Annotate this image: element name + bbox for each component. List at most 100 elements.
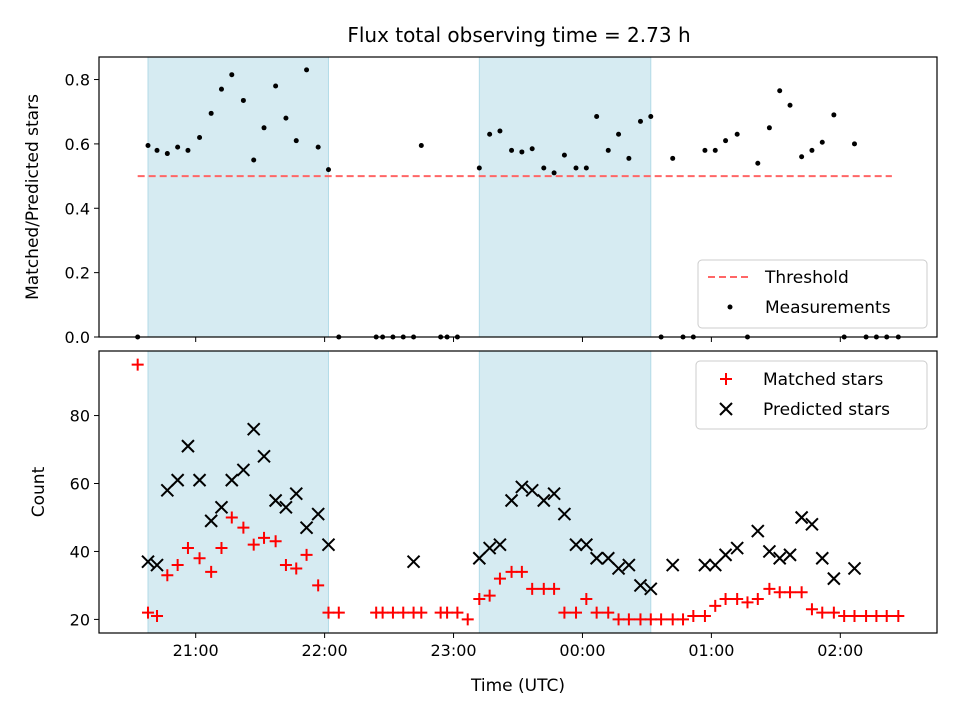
matched-star-point: [848, 610, 861, 623]
ratio-legend-box: [697, 259, 928, 329]
measurement-point: [164, 151, 170, 157]
measurement-point: [529, 146, 535, 152]
x-tick-label: 01:00: [688, 641, 734, 660]
predicted-star-point: [181, 439, 195, 453]
measurement-point: [273, 83, 279, 89]
measurement-point: [851, 141, 857, 147]
matched-star-point: [537, 582, 550, 595]
measurement-point: [723, 138, 729, 144]
predicted-legend-label: Predicted stars: [763, 400, 890, 420]
matched-star-point: [795, 586, 808, 599]
measurement-point: [809, 147, 815, 153]
predicted-star-point: [783, 548, 797, 562]
matched-star-point: [205, 565, 218, 578]
matched-star-point: [622, 613, 635, 626]
measurement-point: [315, 144, 321, 150]
matched-star-point: [784, 586, 797, 599]
predicted-star-point: [150, 558, 164, 572]
matched-star-point: [741, 596, 754, 609]
matched-star-point: [181, 542, 194, 555]
predicted-star-point: [170, 473, 185, 487]
measurement-point: [573, 165, 579, 171]
x-axis-label: Time (UTC): [470, 676, 565, 696]
predicted-star-point: [192, 473, 207, 487]
matched-star-point: [451, 606, 464, 619]
predicted-star-point: [815, 551, 829, 565]
measurement-point: [551, 170, 557, 176]
matched-star-point: [151, 610, 164, 623]
predicted-star-point: [321, 537, 336, 552]
measurements-legend-swatch: [727, 304, 733, 310]
measurement-point: [819, 139, 825, 145]
predicted-star-point: [214, 500, 229, 514]
matched-star-point: [558, 606, 571, 619]
y-tick-label: 0.4: [65, 199, 90, 218]
predicted-star-point: [589, 551, 604, 565]
matched-star-point: [870, 610, 883, 623]
measurement-point: [476, 165, 482, 171]
matched-star-point: [312, 579, 325, 592]
predicted-star-point: [708, 558, 722, 572]
chart-title: Flux total observing time = 2.73 h: [347, 23, 690, 47]
measurements-legend-label: Measurements: [765, 298, 891, 318]
measurement-point: [218, 86, 224, 92]
matched-star-point: [322, 606, 335, 619]
y-tick-label: 80: [70, 407, 90, 426]
measurement-point: [497, 128, 503, 134]
matched-star-point: [880, 610, 893, 623]
predicted-star-point: [299, 520, 314, 535]
x-tick-label: 23:00: [430, 641, 476, 660]
matched-star-point: [141, 606, 154, 619]
matched-star-point: [483, 589, 496, 602]
threshold-legend-label: Threshold: [764, 268, 849, 288]
predicted-star-point: [406, 554, 421, 569]
measurement-point: [637, 118, 643, 124]
measurement-point: [766, 125, 772, 131]
matched-star-point: [838, 610, 851, 623]
x-tick-label: 22:00: [302, 641, 348, 660]
measurement-point: [583, 165, 589, 171]
matched-star-point: [131, 358, 144, 371]
measurement-point: [734, 131, 740, 137]
predicted-star-point: [698, 558, 712, 572]
ratio-panel-frame: [98, 56, 938, 338]
predicted-star-point: [247, 422, 261, 436]
predicted-star-point: [472, 551, 487, 565]
measurement-point: [185, 147, 191, 153]
predicted-star-point: [847, 561, 862, 576]
measurement-point: [626, 155, 632, 161]
predicted-star-point: [601, 551, 615, 565]
matched-star-point: [376, 606, 389, 619]
predicted-legend-swatch: [719, 402, 733, 416]
measurement-point: [251, 157, 257, 163]
matched-star-point: [644, 613, 657, 626]
count-y-axis-label: Count: [29, 466, 49, 517]
measurement-point: [154, 147, 160, 153]
matched-star-point: [666, 613, 679, 626]
matched-legend-swatch: [720, 373, 732, 385]
matched-star-point: [279, 559, 292, 572]
predicted-star-point: [311, 507, 325, 521]
matched-star-point: [602, 606, 615, 619]
matched-star-point: [225, 511, 238, 524]
ratio-shaded-interval: [147, 56, 329, 338]
predicted-star-point: [236, 463, 251, 477]
matched-star-point: [719, 593, 732, 606]
matched-star-point: [237, 521, 250, 534]
predicted-star-point: [579, 537, 594, 552]
matched-star-point: [171, 559, 184, 572]
matched-star-point: [763, 582, 776, 595]
measurement-point: [240, 97, 246, 103]
matched-star-point: [515, 565, 528, 578]
ratio-shaded-interval: [478, 56, 652, 338]
ratio-y-axis-label: Matched/Predicted stars: [23, 94, 43, 300]
predicted-star-point: [633, 578, 648, 593]
matched-star-point: [731, 593, 744, 606]
y-tick-label: 20: [70, 610, 90, 629]
matched-star-point: [580, 593, 593, 606]
matched-star-point: [493, 572, 506, 585]
predicted-star-point: [644, 582, 658, 596]
measurement-point: [229, 72, 235, 78]
predicted-star-point: [794, 510, 809, 525]
measurement-point: [519, 149, 525, 155]
